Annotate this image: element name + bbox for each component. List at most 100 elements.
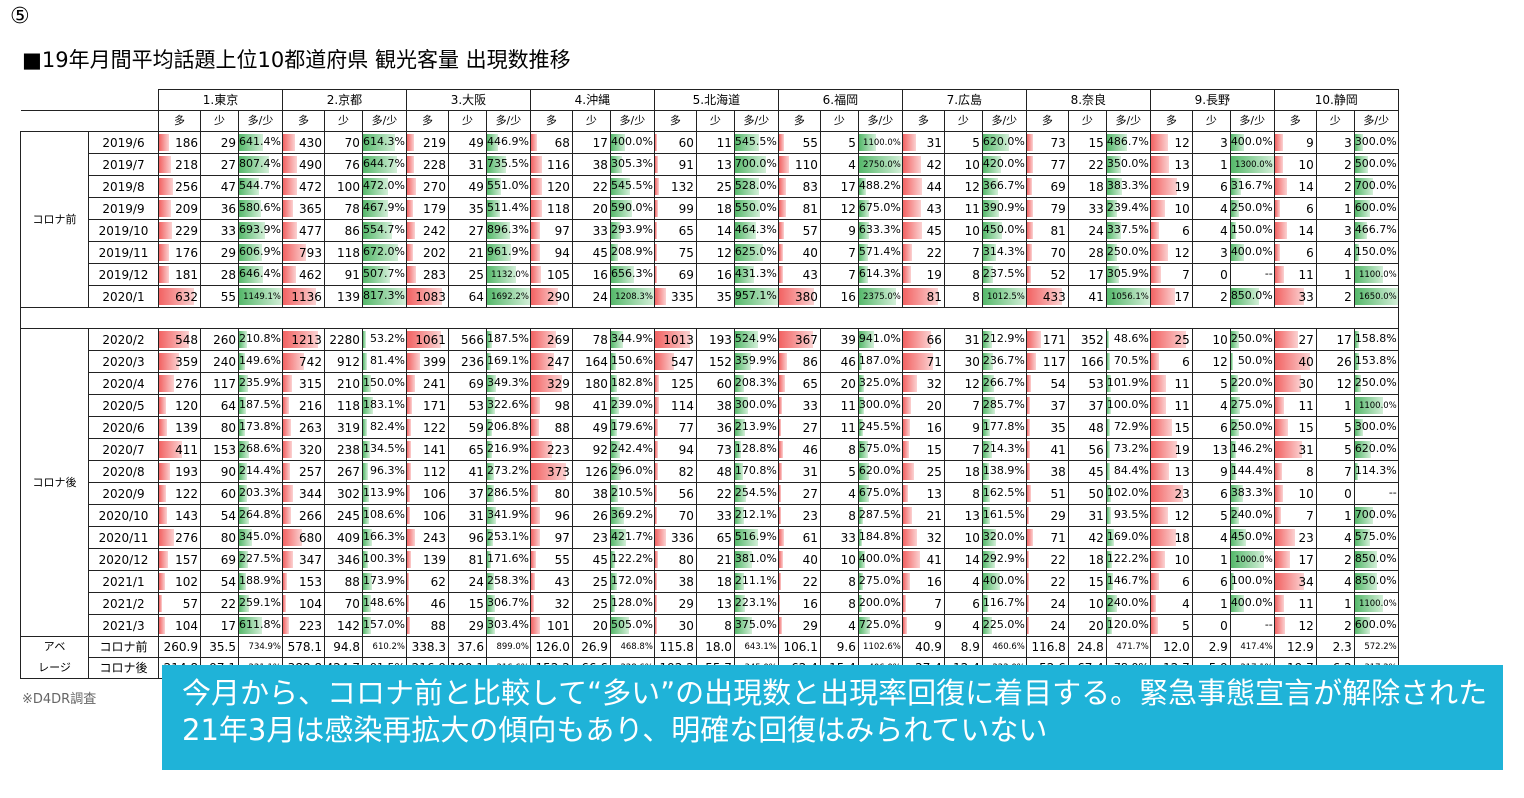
ratio-bar: [239, 485, 247, 502]
count-value: 9: [848, 223, 856, 238]
count-few: 14: [695, 219, 735, 242]
ratio-bar: [1231, 178, 1242, 195]
ratio-value: 150.0%: [1354, 245, 1397, 258]
count-bar: [159, 529, 175, 546]
ratio-bar: [611, 200, 632, 217]
count-value: 13: [1174, 464, 1190, 479]
count-many: 229: [158, 219, 201, 242]
count-bar: [283, 200, 294, 217]
ratio-bar: [1355, 529, 1370, 546]
ratio-bar: [735, 375, 745, 392]
ratio-cell: 400.0%: [857, 548, 903, 571]
table-row: 2019/10 229 33 693.9% 477 86 554.7% 242 27 896.3%…: [21, 219, 1399, 242]
ratio-cell: 472.0%: [361, 175, 407, 198]
column-subheader: 多/少: [981, 110, 1027, 132]
count-many: 43: [901, 197, 945, 220]
count-many: 97: [529, 526, 573, 549]
count-few: 41: [571, 394, 611, 417]
count-bar: [779, 463, 782, 480]
count-few: 240: [200, 350, 239, 373]
count-few: 4: [819, 614, 859, 637]
ratio-cell: 82.4%: [361, 416, 407, 439]
count-value: 3: [1220, 135, 1228, 150]
ratio-value: 148.6%: [363, 596, 405, 609]
count-bar: [1151, 288, 1175, 305]
ratio-cell: 266.7%: [981, 372, 1027, 395]
ratio-bar: [363, 134, 396, 151]
ratio-value: 102.0%: [1106, 486, 1149, 499]
ratio-cell: 150.0%: [1353, 241, 1399, 264]
ratio-cell: 675.0%: [857, 197, 903, 220]
ratio-cell: 128.0%: [609, 592, 655, 615]
prefecture-header: 1.東京: [158, 89, 283, 111]
ratio-bar: [611, 288, 654, 305]
count-bar: [1275, 178, 1287, 195]
count-few: 49: [571, 416, 611, 439]
ratio-cell: 1056.1%: [1105, 285, 1151, 308]
ratio-bar: [735, 595, 745, 612]
ratio-bar: [1231, 222, 1236, 239]
count-many: 241: [405, 372, 449, 395]
count-value: 0: [1220, 267, 1228, 282]
count-value: 6: [972, 596, 980, 611]
count-value: 344: [299, 486, 322, 501]
count-value: 81: [926, 289, 942, 304]
count-bar: [1275, 397, 1285, 414]
ratio-bar: [363, 178, 388, 195]
ratio-cell: 208.3%: [733, 372, 779, 395]
count-value: 45: [926, 223, 942, 238]
ratio-value: 620.0%: [858, 464, 901, 477]
count-value: 632: [175, 289, 198, 304]
ratio-value: 300.0%: [858, 398, 901, 411]
ratio-cell: 144.4%: [1229, 460, 1275, 483]
ratio-cell: 400.0%: [981, 570, 1027, 593]
count-value: 5: [972, 135, 980, 150]
count-few: 7: [943, 394, 983, 417]
ratio-value: 150.6%: [610, 354, 653, 367]
count-value: 62: [430, 574, 446, 589]
column-subheader: 多/少: [609, 110, 655, 132]
count-many: 17: [1149, 285, 1193, 308]
count-bar: [1151, 463, 1169, 480]
count-many: 112: [405, 460, 449, 483]
count-value: 22: [716, 486, 732, 501]
count-few: 12: [819, 197, 859, 220]
count-bar: [1275, 551, 1290, 568]
count-value: 81: [802, 201, 818, 216]
count-bar: [1275, 595, 1285, 612]
count-value: 8: [848, 574, 856, 589]
ratio-bar: [1231, 573, 1235, 590]
count-value: 202: [423, 245, 446, 260]
count-many: 57: [158, 592, 201, 615]
count-many: 11: [1273, 394, 1317, 417]
ratio-bar: [239, 353, 245, 370]
column-subheader: 少: [1315, 110, 1355, 132]
count-many: 269: [529, 328, 573, 351]
ratio-value: 580.6%: [239, 201, 281, 214]
count-few: 11: [943, 197, 983, 220]
count-value: 70: [344, 135, 360, 150]
count-few: 10: [819, 548, 859, 571]
ratio-cell: 450.0%: [1229, 526, 1275, 549]
count-value: 106: [423, 508, 446, 523]
row-date: 2020/12: [88, 548, 159, 571]
count-value: 94: [554, 245, 570, 260]
count-many: 55: [529, 548, 573, 571]
count-bar: [407, 375, 415, 392]
count-bar: [283, 222, 297, 239]
ratio-bar: [611, 222, 622, 239]
count-many: 71: [901, 350, 945, 373]
ratio-bar: [1231, 551, 1264, 568]
count-value: 80: [220, 420, 236, 435]
count-value: 102: [175, 574, 198, 589]
count-bar: [779, 441, 784, 458]
count-few: 31: [447, 153, 487, 176]
count-few: 35: [447, 197, 487, 220]
ratio-cell: 73.2%: [1105, 438, 1151, 461]
count-value: 25: [1174, 332, 1190, 347]
count-many: 6: [1149, 350, 1193, 373]
count-value: 25: [592, 574, 608, 589]
ratio-bar: [1107, 507, 1111, 524]
ratio-bar: [1107, 485, 1111, 502]
count-bar: [1027, 551, 1029, 568]
